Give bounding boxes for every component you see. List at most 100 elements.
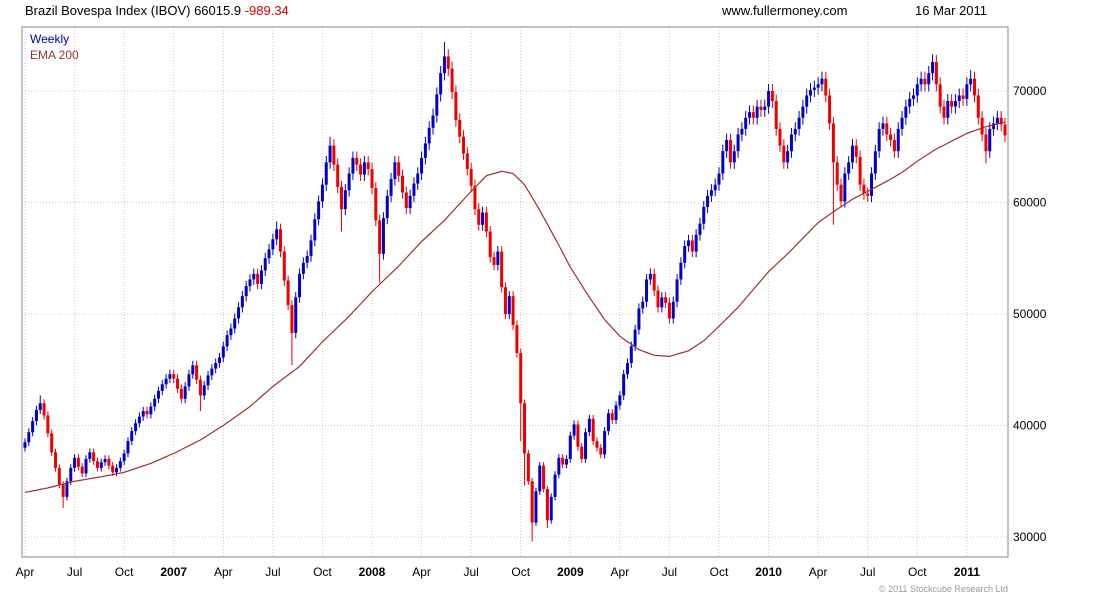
grid-layer bbox=[22, 27, 1008, 557]
candlestick bbox=[999, 111, 1003, 132]
candlestick bbox=[934, 54, 938, 92]
candlestick bbox=[610, 409, 614, 424]
candlestick bbox=[606, 409, 610, 436]
candlestick bbox=[950, 94, 954, 114]
candlestick bbox=[519, 348, 523, 442]
candlestick bbox=[542, 462, 546, 493]
candlestick bbox=[850, 139, 854, 169]
candlestick bbox=[793, 122, 797, 142]
candlestick bbox=[931, 54, 935, 81]
candlestick bbox=[557, 454, 561, 479]
instrument-and-price: Brazil Bovespa Index (IBOV) 66015.9 bbox=[25, 3, 242, 18]
candlestick bbox=[332, 139, 336, 171]
candlestick bbox=[645, 274, 649, 308]
candlestick bbox=[622, 369, 626, 400]
candlestick bbox=[435, 87, 439, 123]
candlestick bbox=[99, 458, 103, 472]
candlestick bbox=[282, 246, 286, 286]
candlestick bbox=[770, 84, 774, 108]
candlestick bbox=[839, 178, 843, 208]
candlestick bbox=[465, 147, 469, 176]
candlestick bbox=[862, 178, 866, 200]
candlestick bbox=[740, 122, 744, 142]
candlestick bbox=[347, 167, 351, 197]
candlestick bbox=[134, 419, 138, 436]
candlestick bbox=[904, 99, 908, 125]
candlestick bbox=[721, 144, 725, 180]
candlestick bbox=[503, 282, 507, 320]
candlestick bbox=[267, 243, 271, 264]
candlestick bbox=[923, 71, 927, 92]
candlestick bbox=[778, 122, 782, 153]
candlestick bbox=[118, 457, 122, 472]
candlestick bbox=[942, 99, 946, 125]
candlestick bbox=[831, 116, 835, 225]
candlestick bbox=[374, 182, 378, 227]
candlestick bbox=[805, 88, 809, 114]
plot-border bbox=[21, 26, 1009, 558]
candlestick bbox=[54, 448, 58, 472]
candlestick bbox=[564, 455, 568, 469]
candlestick bbox=[397, 156, 401, 183]
candlestick bbox=[187, 369, 191, 391]
candlestick bbox=[953, 94, 957, 114]
candlestick bbox=[69, 464, 73, 485]
candlestick bbox=[477, 203, 481, 231]
candlestick bbox=[454, 85, 458, 127]
candlestick bbox=[748, 105, 752, 125]
candlestick bbox=[854, 139, 858, 164]
candlestick bbox=[706, 189, 710, 214]
candlestick bbox=[908, 91, 912, 114]
candlestick bbox=[431, 108, 435, 135]
candlestick bbox=[191, 360, 195, 379]
candlestick bbox=[320, 178, 324, 208]
candlestick bbox=[603, 427, 607, 459]
y-axis-tick-label: 50000 bbox=[1013, 307, 1047, 321]
candlestick bbox=[961, 88, 965, 106]
x-axis-tick-label: 2008 bbox=[359, 565, 386, 579]
y-axis-labels: 30000 40000 50000 60000 70000 bbox=[1013, 84, 1047, 544]
candlestick bbox=[820, 71, 824, 92]
candlestick bbox=[492, 251, 496, 271]
candlestick bbox=[126, 437, 130, 458]
candlestick bbox=[870, 167, 874, 203]
candlestick bbox=[892, 133, 896, 158]
candlestick bbox=[988, 122, 992, 158]
candlestick bbox=[713, 178, 717, 197]
candlestick bbox=[889, 127, 893, 147]
candlestick bbox=[812, 80, 816, 97]
chart-title: Brazil Bovespa Index (IBOV) 66015.9 -989… bbox=[25, 3, 289, 18]
candlestick bbox=[202, 380, 206, 400]
candlestick bbox=[664, 292, 668, 308]
candlestick bbox=[164, 374, 168, 389]
candlestick bbox=[65, 477, 69, 501]
candlestick bbox=[938, 77, 942, 114]
candlestick bbox=[523, 399, 527, 486]
x-axis-tick-label: 2011 bbox=[954, 565, 980, 579]
candlestick bbox=[160, 379, 164, 396]
candlestick bbox=[687, 234, 691, 252]
candlestick bbox=[683, 240, 687, 269]
y-axis-tick-label: 30000 bbox=[1013, 530, 1047, 544]
x-axis-tick-label: Jul bbox=[662, 565, 677, 579]
candlestick bbox=[614, 401, 618, 425]
candlestick bbox=[637, 303, 641, 335]
x-axis-tick-label: Apr bbox=[611, 565, 630, 579]
candlestick bbox=[153, 394, 157, 411]
candlestick bbox=[995, 110, 999, 131]
candlestick bbox=[538, 461, 542, 495]
candlestick bbox=[648, 268, 652, 285]
candlestick bbox=[625, 358, 629, 379]
candlestick bbox=[458, 113, 462, 144]
candlestick bbox=[450, 61, 454, 100]
candlestick bbox=[263, 252, 267, 277]
candlestick bbox=[690, 234, 694, 258]
candlestick bbox=[252, 268, 256, 285]
candlestick bbox=[34, 405, 38, 426]
candlestick bbox=[290, 300, 294, 366]
candlestick bbox=[545, 485, 549, 529]
candlestick bbox=[702, 200, 706, 230]
candlestick bbox=[317, 195, 321, 226]
candlestick bbox=[797, 110, 801, 136]
candlestick bbox=[755, 99, 759, 125]
